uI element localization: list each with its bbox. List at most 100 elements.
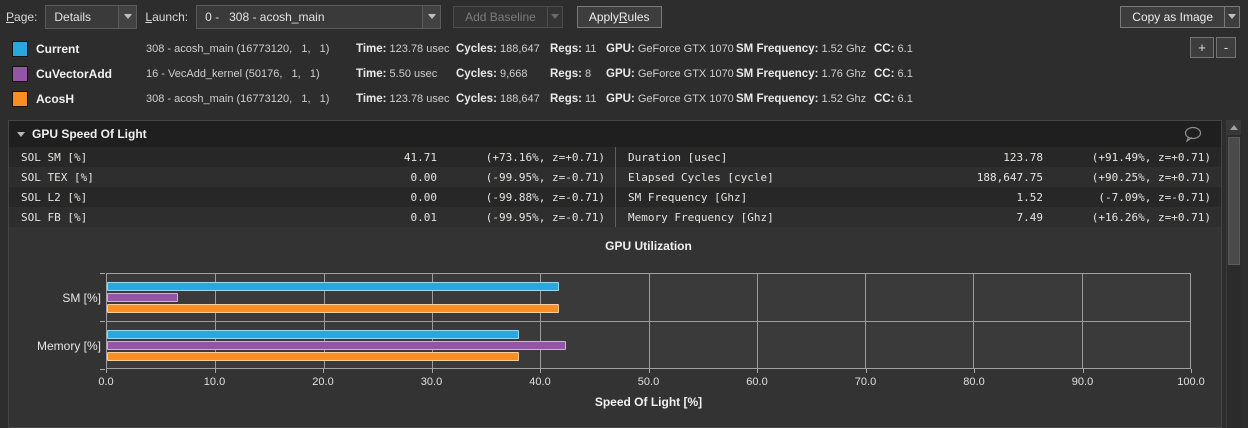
- metric-value: 7.49: [1016, 210, 1044, 224]
- x-tick-label: 30.0: [420, 376, 443, 388]
- metric-value: 1.52: [1016, 190, 1044, 204]
- cycles-value: 188,647: [499, 92, 540, 105]
- baseline-row-cuvectoradd[interactable]: CuVectorAdd 16 - VecAdd_kernel (50176, 1…: [0, 61, 1248, 86]
- gpu-label: GPU:: [606, 42, 635, 55]
- metric-name: SOL TEX [%]: [21, 170, 94, 184]
- x-tick: [757, 369, 758, 373]
- toolbar: Page: Details Launch: 0 - 308 - acosh_ma…: [0, 0, 1248, 33]
- gpu-utilization-chart: GPU Utilization Speed Of Light [%] SM [%…: [9, 227, 1221, 427]
- metric-delta: (-99.88%, z=-0.71): [485, 190, 605, 204]
- regs-value: 11: [585, 42, 597, 55]
- bar-cuvectoradd: [107, 293, 179, 302]
- add-baseline-plus-button[interactable]: +: [1190, 37, 1214, 58]
- cycles-label: Cycles:: [456, 67, 497, 80]
- bar-acosh: [107, 352, 519, 361]
- y-axis-category-label: SM [%]: [62, 291, 101, 305]
- gpu-speed-of-light-section: GPU Speed Of Light SOL SM [%] 41.71 (+73…: [8, 120, 1222, 428]
- x-tick-label: 20.0: [312, 376, 334, 388]
- page-label: Page:: [6, 9, 38, 24]
- scrollbar-thumb[interactable]: [1228, 137, 1240, 265]
- sol-table: SOL SM [%] 41.71 (+73.16%, z=+0.71) SOL …: [9, 147, 1221, 227]
- chevron-down-icon[interactable]: [422, 5, 441, 28]
- gpu-value: GeForce GTX 1070: [637, 92, 734, 105]
- time-value: 123.78 usec: [389, 92, 450, 105]
- metric-value: 0.01: [410, 210, 438, 224]
- table-row: SM Frequency [Ghz] 1.52 (-7.09%, z=-0.71…: [616, 187, 1221, 207]
- metric-name: Duration [usec]: [628, 150, 728, 164]
- metric-delta: (-99.95%, z=-0.71): [485, 170, 605, 184]
- baseline-kernel: 308 - acosh_main (16773120, 1, 1): [146, 42, 330, 55]
- launch-dropdown-value: 0 - 308 - acosh_main: [205, 9, 325, 24]
- sm-frequency-label: SM Frequency:: [736, 42, 819, 55]
- time-label: Time:: [356, 92, 387, 105]
- sm-frequency-value: 1.52 Ghz: [821, 42, 867, 55]
- x-tick: [106, 369, 107, 373]
- x-tick-label: 0.0: [98, 376, 114, 388]
- regs-label: Regs:: [550, 42, 582, 55]
- metric-name: SOL SM [%]: [21, 150, 88, 164]
- baseline-name: Current: [36, 41, 80, 56]
- add-baseline-button[interactable]: Add Baseline: [453, 5, 548, 28]
- launch-dropdown[interactable]: 0 - 308 - acosh_main: [196, 4, 442, 29]
- metric-name: Elapsed Cycles [cycle]: [628, 170, 774, 184]
- time-label: Time:: [356, 67, 387, 80]
- baseline-row-acosh[interactable]: AcosH 308 - acosh_main (16773120, 1, 1) …: [0, 86, 1248, 111]
- baseline-kernel: 16 - VecAdd_kernel (50176, 1, 1): [146, 67, 320, 80]
- add-baseline-menu-button[interactable]: [547, 5, 563, 28]
- sm-frequency-value: 1.76 Ghz: [821, 67, 867, 80]
- baseline-kernel: 308 - acosh_main (16773120, 1, 1): [146, 92, 330, 105]
- table-row: SOL FB [%] 0.01 (-99.95%, z=-0.71): [9, 207, 615, 227]
- metric-name: SOL FB [%]: [21, 210, 88, 224]
- metric-delta: (+16.26%, z=+0.71): [1091, 210, 1211, 224]
- x-tick: [1191, 369, 1192, 373]
- regs-label: Regs:: [550, 67, 582, 80]
- copy-as-image-menu-button[interactable]: [1225, 5, 1240, 28]
- metric-delta: (+73.16%, z=+0.71): [485, 150, 605, 164]
- metric-value: 123.78: [1003, 150, 1043, 164]
- cc-label: CC:: [874, 92, 895, 105]
- metric-name: Memory Frequency [Ghz]: [628, 210, 774, 224]
- y-tick: [100, 321, 105, 322]
- bar-cuvectoradd: [107, 341, 567, 350]
- regs-value: 11: [585, 92, 597, 105]
- collapse-arrow-icon[interactable]: [17, 131, 25, 137]
- metric-delta: (+91.49%, z=+0.71): [1091, 150, 1211, 164]
- comment-bubble-icon[interactable]: [1183, 126, 1203, 142]
- cc-label: CC:: [874, 42, 895, 55]
- chart-title: GPU Utilization: [605, 239, 692, 253]
- baseline-row-current[interactable]: Current 308 - acosh_main (16773120, 1, 1…: [0, 36, 1248, 61]
- metric-value: 41.71: [403, 150, 437, 164]
- section-header[interactable]: GPU Speed Of Light: [9, 121, 1221, 147]
- gpu-label: GPU:: [606, 92, 635, 105]
- page-dropdown[interactable]: Details: [45, 4, 138, 29]
- remove-baseline-minus-button[interactable]: -: [1216, 37, 1236, 58]
- vertical-scrollbar[interactable]: [1226, 120, 1241, 428]
- copy-as-image-button[interactable]: Copy as Image: [1120, 5, 1225, 28]
- regs-value: 8: [585, 67, 592, 80]
- time-value: 123.78 usec: [389, 42, 450, 55]
- regs-label: Regs:: [550, 92, 582, 105]
- chevron-down-icon[interactable]: [118, 5, 137, 28]
- section-title: GPU Speed Of Light: [32, 127, 147, 141]
- cycles-label: Cycles:: [456, 92, 497, 105]
- x-tick: [431, 369, 433, 373]
- x-tick: [865, 369, 867, 373]
- y-tick: [100, 273, 105, 274]
- chart-x-axis-label: Speed Of Light [%]: [594, 395, 703, 409]
- y-tick: [100, 369, 105, 370]
- x-tick-label: 90.0: [1071, 376, 1094, 388]
- sol-table-right: Duration [usec] 123.78 (+91.49%, z=+0.71…: [615, 147, 1221, 227]
- x-tick: [974, 369, 975, 373]
- cycles-value: 9,668: [499, 67, 528, 80]
- metric-delta: (+90.25%, z=+0.71): [1091, 170, 1211, 184]
- cc-value: 6.1: [897, 67, 913, 80]
- gridline: [107, 321, 1190, 322]
- x-tick-label: 60.0: [746, 376, 768, 388]
- gpu-label: GPU:: [606, 67, 635, 80]
- y-axis-category-label: Memory [%]: [36, 339, 101, 353]
- scrollbar-up-arrow-icon[interactable]: [1227, 120, 1241, 135]
- x-tick-label: 40.0: [529, 376, 551, 388]
- category-band: [107, 322, 1190, 370]
- x-tick: [214, 369, 216, 373]
